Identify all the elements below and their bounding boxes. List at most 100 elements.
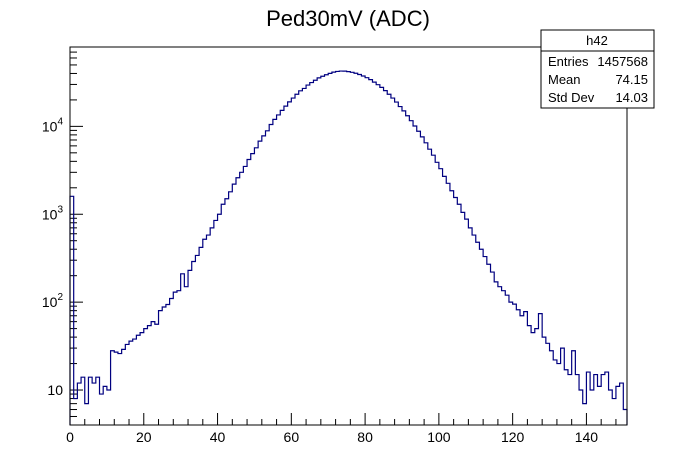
histogram-bin <box>88 377 92 425</box>
histogram-bin <box>387 94 391 425</box>
histogram-bin <box>557 364 561 425</box>
histogram-bin <box>391 98 395 425</box>
histogram-bin <box>358 75 362 425</box>
histogram-bin <box>159 311 163 425</box>
histogram-bin <box>568 375 572 425</box>
histogram-bin <box>450 191 454 425</box>
x-tick-label: 140 <box>575 429 599 445</box>
histogram-bin <box>125 344 129 425</box>
histogram-bin <box>531 333 535 425</box>
histogram-bin <box>586 372 590 425</box>
histogram-bin <box>151 322 155 425</box>
stats-stddev-value: 14.03 <box>615 90 648 105</box>
histogram-bin <box>155 324 159 425</box>
histogram-bin <box>133 339 137 425</box>
histogram-bin <box>100 394 104 425</box>
histogram-bin <box>332 72 336 425</box>
histogram-bin <box>251 154 255 425</box>
histogram-bin <box>365 78 369 425</box>
histogram-bin <box>384 91 388 425</box>
histogram-bin <box>609 390 613 425</box>
x-tick-label: 40 <box>210 429 226 445</box>
histogram-bin <box>509 302 513 425</box>
x-tick-label: 100 <box>427 429 451 445</box>
histogram-bin <box>70 196 74 425</box>
histogram-bin <box>605 372 609 425</box>
histogram-bin <box>210 228 214 425</box>
histogram-bin <box>520 316 524 425</box>
histogram-bin <box>347 72 351 425</box>
histogram-bin <box>181 274 185 425</box>
histogram-bin <box>299 91 303 425</box>
histogram-bin <box>173 292 177 425</box>
histogram-bin <box>476 242 480 425</box>
histogram-bin <box>409 121 413 425</box>
histogram-bin <box>542 337 546 425</box>
histogram-bin <box>369 80 373 425</box>
histogram-bin <box>129 341 133 425</box>
histogram-bin <box>564 370 568 425</box>
histogram-bin <box>147 326 151 425</box>
histogram-bin <box>162 307 166 425</box>
histogram-bin <box>111 351 115 425</box>
histogram-bin <box>295 94 299 425</box>
histogram-bin <box>612 399 616 425</box>
histogram-bin <box>435 162 439 425</box>
histogram-bin <box>553 360 557 425</box>
stats-box-frame <box>540 29 655 109</box>
histogram-bin <box>505 295 509 425</box>
histogram-bin <box>103 386 107 425</box>
histogram-bin <box>302 88 306 425</box>
histogram-bin <box>229 192 233 425</box>
histogram-bin <box>527 326 531 425</box>
stats-entries-value: 1457568 <box>597 54 648 69</box>
histogram-bin <box>317 78 321 425</box>
stats-mean-label: Mean <box>548 72 581 87</box>
y-tick-label: 103 <box>42 204 64 222</box>
histogram-bin <box>199 247 203 425</box>
histogram-bin <box>122 349 126 425</box>
histogram-bin <box>623 410 627 425</box>
histogram-bin <box>243 166 247 425</box>
x-tick-label: 120 <box>501 429 525 445</box>
histogram-bin <box>114 352 118 425</box>
histogram-bin <box>372 82 376 425</box>
histogram-bin <box>269 125 273 425</box>
histogram-bin <box>546 343 550 425</box>
x-tick-label: 20 <box>136 429 152 445</box>
histogram-bin <box>144 329 148 425</box>
histogram-outline <box>69 70 628 425</box>
histogram-bin <box>538 314 542 425</box>
chart-title: Ped30mV (ADC) <box>266 6 430 31</box>
histogram-bin <box>306 85 310 425</box>
histogram-bin <box>192 262 196 425</box>
y-tick-label: 104 <box>42 116 64 134</box>
histogram-bin <box>77 383 81 425</box>
histogram-bin <box>398 107 402 425</box>
histogram-bin <box>140 333 144 425</box>
histogram-bin <box>221 204 225 425</box>
histogram-bin <box>350 72 354 425</box>
histogram-bin <box>206 235 210 425</box>
histogram-bin <box>420 137 424 425</box>
histogram-bin <box>424 143 428 425</box>
histogram-bin <box>446 183 450 425</box>
histogram-bin <box>236 178 240 425</box>
histogram-bin <box>336 71 340 425</box>
stats-box: h42 Entries 1457568 Mean 74.15 Std Dev 1… <box>540 29 655 109</box>
histogram-bin <box>524 312 528 425</box>
histogram-bin <box>203 239 207 425</box>
histogram-bin <box>516 310 520 425</box>
histogram-bin <box>266 131 270 425</box>
histogram-bin <box>513 304 517 425</box>
x-axis: 0 20 40 60 80 100 120 140 <box>66 413 617 445</box>
histogram-bin <box>472 235 476 425</box>
histogram-bin <box>616 386 620 425</box>
histogram-bin <box>277 115 281 425</box>
histogram-bin <box>170 299 174 425</box>
histogram-bin <box>494 282 498 425</box>
histogram-bin <box>118 354 122 425</box>
histogram-bin <box>479 249 483 425</box>
y-tick-label: 10 <box>47 382 63 398</box>
